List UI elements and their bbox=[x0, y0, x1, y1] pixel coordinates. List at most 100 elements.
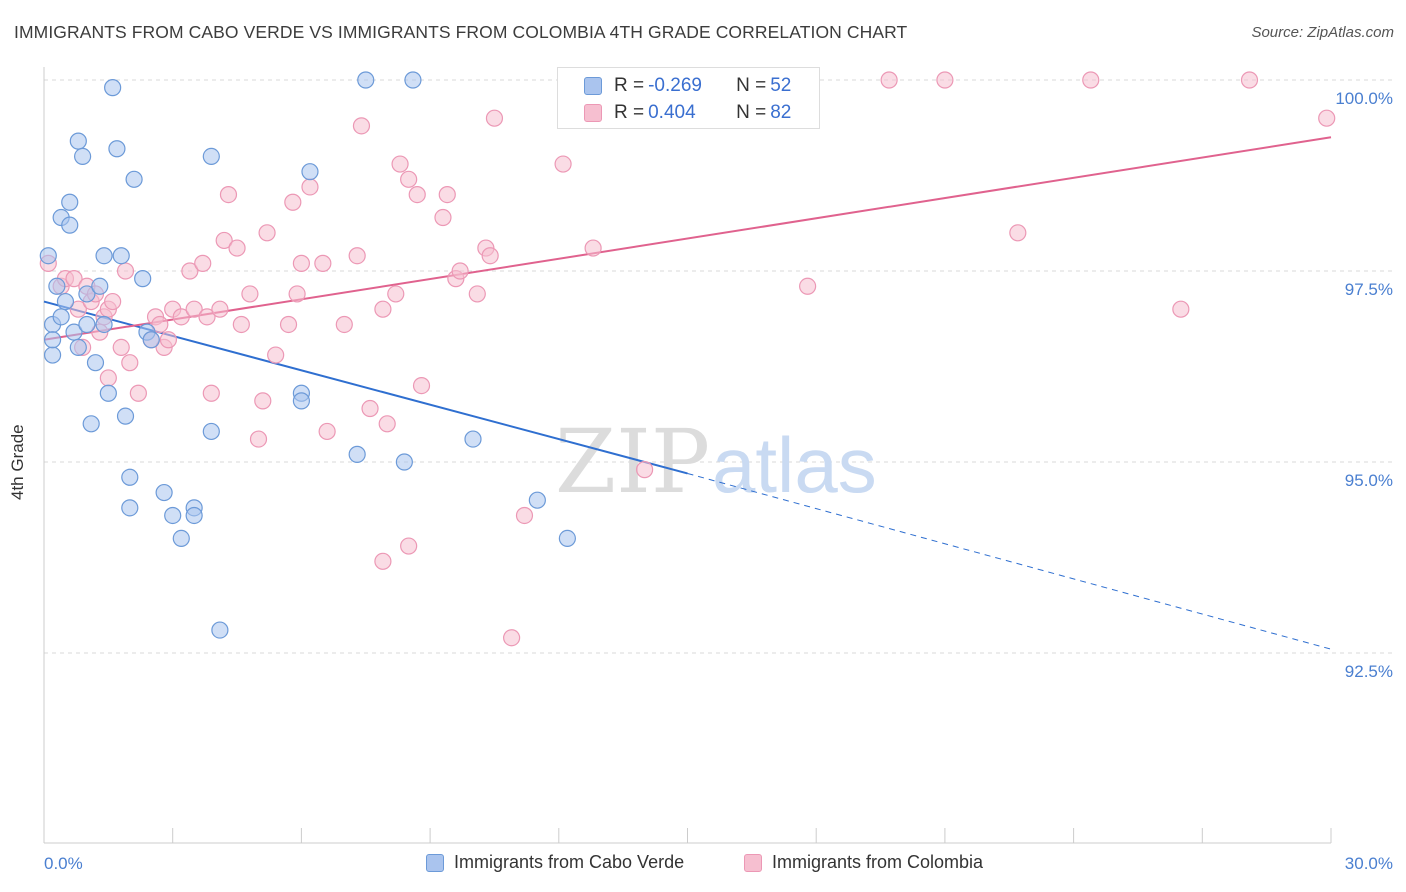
data-point bbox=[391, 155, 409, 173]
data-point bbox=[1082, 71, 1100, 89]
legend-row-blue: R = -0.269 N = 52 bbox=[614, 73, 791, 99]
data-point bbox=[258, 224, 276, 242]
data-point bbox=[880, 71, 898, 89]
data-point bbox=[202, 422, 220, 441]
data-point bbox=[357, 71, 375, 89]
data-point bbox=[121, 354, 139, 372]
data-point bbox=[56, 292, 75, 311]
tick-labels: 100.0% 97.5% 95.0% 92.5% 0.0% 30.0% bbox=[44, 89, 1393, 873]
y-tick-label: 92.5% bbox=[1345, 662, 1393, 681]
data-point bbox=[301, 178, 319, 196]
data-point bbox=[468, 285, 486, 303]
data-point bbox=[481, 247, 499, 265]
data-point bbox=[43, 331, 62, 349]
data-point bbox=[292, 254, 310, 272]
data-point bbox=[95, 247, 113, 265]
y-tick-label: 100.0% bbox=[1335, 89, 1393, 108]
series-legend: Immigrants from Cabo Verde Immigrants fr… bbox=[0, 852, 1406, 878]
data-point bbox=[155, 483, 173, 502]
data-point bbox=[318, 422, 336, 441]
data-point bbox=[112, 247, 130, 265]
data-point bbox=[61, 193, 79, 211]
data-point bbox=[108, 140, 126, 158]
data-point bbox=[335, 315, 353, 334]
legend-swatch-pink bbox=[744, 853, 762, 872]
data-point bbox=[400, 170, 418, 188]
data-point bbox=[434, 208, 452, 227]
data-point bbox=[78, 285, 96, 303]
data-point bbox=[554, 155, 572, 173]
y-axis-title: 4th Grade bbox=[8, 424, 27, 500]
data-point bbox=[74, 147, 92, 165]
data-point bbox=[387, 285, 405, 303]
data-point bbox=[52, 308, 70, 326]
r-label: R = bbox=[614, 102, 645, 123]
data-point bbox=[39, 247, 57, 265]
data-point bbox=[125, 170, 143, 188]
data-point bbox=[1172, 300, 1190, 318]
data-point bbox=[558, 529, 576, 548]
data-point bbox=[400, 537, 418, 555]
data-point bbox=[211, 300, 229, 318]
data-point bbox=[288, 285, 306, 303]
data-point bbox=[361, 399, 379, 418]
data-point bbox=[314, 254, 332, 272]
data-point bbox=[267, 346, 285, 364]
data-point bbox=[395, 453, 413, 471]
data-point bbox=[91, 277, 109, 295]
data-point bbox=[254, 392, 272, 410]
n-value: 52 bbox=[770, 75, 792, 96]
legend-item-cabo-verde: Immigrants from Cabo Verde bbox=[426, 852, 684, 873]
data-point bbox=[352, 117, 371, 135]
n-label: N = bbox=[736, 75, 767, 96]
data-point bbox=[404, 71, 422, 89]
data-point bbox=[164, 506, 182, 525]
r-label: R = bbox=[614, 75, 645, 96]
data-point bbox=[1240, 71, 1259, 89]
data-point bbox=[202, 384, 220, 402]
grid-lines bbox=[44, 79, 1394, 654]
trend-line bbox=[43, 136, 1332, 341]
data-point bbox=[1009, 224, 1027, 242]
data-point bbox=[279, 315, 298, 334]
data-point bbox=[121, 468, 139, 486]
data-point bbox=[584, 239, 602, 257]
data-point bbox=[211, 621, 229, 639]
data-point bbox=[284, 193, 302, 211]
data-points bbox=[39, 71, 1336, 647]
data-point bbox=[515, 506, 534, 525]
data-point bbox=[95, 315, 113, 334]
data-point bbox=[202, 147, 220, 165]
data-point bbox=[159, 331, 178, 349]
trend-line-extension bbox=[687, 472, 1332, 650]
n-label: N = bbox=[736, 102, 767, 123]
y-tick-label: 95.0% bbox=[1345, 471, 1393, 490]
data-point bbox=[99, 384, 117, 402]
data-point bbox=[228, 239, 246, 257]
x-tick-label: 30.0% bbox=[1345, 854, 1393, 873]
data-point bbox=[241, 285, 259, 303]
y-tick-label: 97.5% bbox=[1345, 280, 1393, 299]
data-point bbox=[464, 430, 482, 448]
r-value: -0.269 bbox=[648, 75, 702, 96]
data-point bbox=[799, 277, 817, 295]
data-point bbox=[198, 308, 216, 326]
data-point bbox=[142, 331, 160, 349]
data-point bbox=[61, 216, 79, 234]
x-tick-label: 0.0% bbox=[44, 854, 83, 873]
data-point bbox=[129, 384, 147, 402]
data-point bbox=[232, 315, 250, 334]
data-point bbox=[485, 109, 504, 127]
data-point bbox=[348, 445, 366, 463]
data-point bbox=[151, 315, 169, 334]
axes bbox=[43, 67, 1332, 844]
data-point bbox=[181, 262, 199, 280]
data-point bbox=[48, 277, 66, 295]
watermark-atlas: atlas bbox=[712, 421, 877, 509]
r-value: 0.404 bbox=[648, 102, 696, 123]
chart-title: IMMIGRANTS FROM CABO VERDE VS IMMIGRANTS… bbox=[14, 22, 908, 42]
legend-swatch-pink bbox=[584, 104, 602, 122]
legend-swatch-blue bbox=[584, 77, 602, 95]
data-point bbox=[215, 231, 233, 250]
